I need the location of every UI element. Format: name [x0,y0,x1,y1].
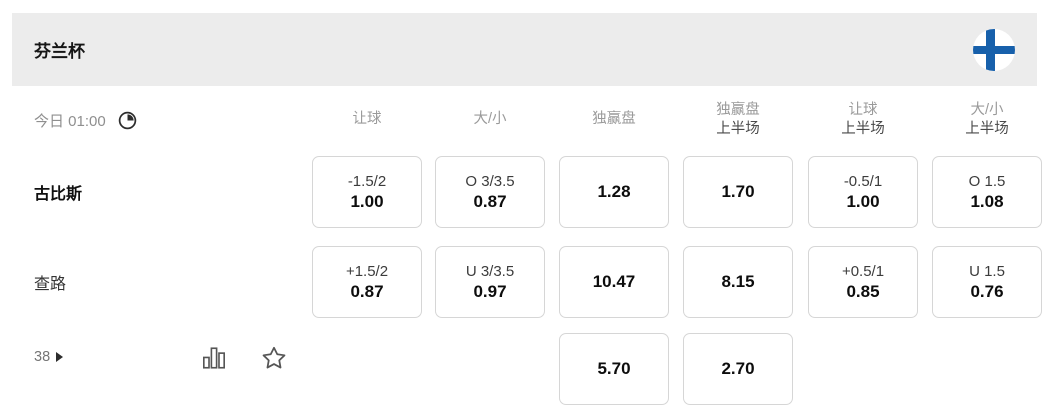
odds-box-draw-moneyline-first-half[interactable]: 2.70 [683,333,793,405]
column-header-moneyline-first-half: 独赢盘 上半场 [716,101,760,137]
league-title: 芬兰杯 [34,42,85,61]
finland-flag-icon [973,28,1015,71]
bar-chart-icon[interactable] [198,342,230,374]
odds-price: 1.28 [597,182,631,202]
odds-price: 0.87 [350,281,384,301]
odds-box-home-handicap-first-half[interactable]: -0.5/1 1.00 [808,156,918,228]
odds-price: 8.15 [721,272,755,292]
odds-box-home-handicap[interactable]: -1.5/2 1.00 [312,156,422,228]
clock-icon [117,110,138,131]
odds-box-home-moneyline-first-half[interactable]: 1.70 [683,156,793,228]
odds-price: 2.70 [721,359,755,379]
odds-box-home-moneyline[interactable]: 1.28 [559,156,669,228]
league-header: 芬兰杯 [12,13,1037,86]
odds-box-home-over[interactable]: O 3/3.5 0.87 [435,156,545,228]
odds-line: +1.5/2 [345,262,389,280]
star-icon[interactable] [257,341,291,375]
odds-box-home-over-first-half[interactable]: O 1.5 1.08 [932,156,1042,228]
odds-price: 1.70 [721,182,755,202]
odds-line: -0.5/1 [843,172,883,190]
odds-price: 0.85 [846,281,880,301]
odds-line: U 1.5 [969,262,1005,280]
odds-price: 10.47 [592,272,636,292]
odds-price: 5.70 [597,359,631,379]
odds-price: 1.00 [846,191,880,211]
column-header-over-under-first-half: 大/小 上半场 [965,101,1009,137]
column-header-moneyline: 独赢盘 [592,111,636,128]
odds-price: 0.97 [473,281,507,301]
triangle-right-icon [56,352,64,362]
odds-price: 1.00 [350,191,384,211]
odds-line: U 3/3.5 [465,262,515,280]
match-time: 今日 01:00 [34,112,106,130]
away-team-name: 查路 [34,276,67,293]
odds-line: O 3/3.5 [465,172,515,190]
odds-line: -1.5/2 [347,172,387,190]
odds-box-away-handicap[interactable]: +1.5/2 0.87 [312,246,422,318]
odds-box-away-moneyline-first-half[interactable]: 8.15 [683,246,793,318]
odds-box-away-under[interactable]: U 3/3.5 0.97 [435,246,545,318]
column-header-handicap-first-half: 让球 上半场 [841,101,885,137]
odds-box-away-under-first-half[interactable]: U 1.5 0.76 [932,246,1042,318]
odds-line: O 1.5 [968,172,1006,190]
odds-box-away-moneyline[interactable]: 10.47 [559,246,669,318]
markets-count: 38 [34,349,51,365]
odds-box-draw-moneyline[interactable]: 5.70 [559,333,669,405]
more-markets-link[interactable]: 38 [34,333,64,381]
home-team-name: 古比斯 [34,186,83,203]
odds-price: 1.08 [970,191,1004,211]
match-time-cell: 今日 01:00 [34,94,138,146]
odds-price: 0.87 [473,191,507,211]
odds-price: 0.76 [970,281,1004,301]
column-header-over-under: 大/小 [473,111,507,128]
odds-line: +0.5/1 [841,262,885,280]
column-header-handicap: 让球 [352,111,382,128]
odds-box-away-handicap-first-half[interactable]: +0.5/1 0.85 [808,246,918,318]
